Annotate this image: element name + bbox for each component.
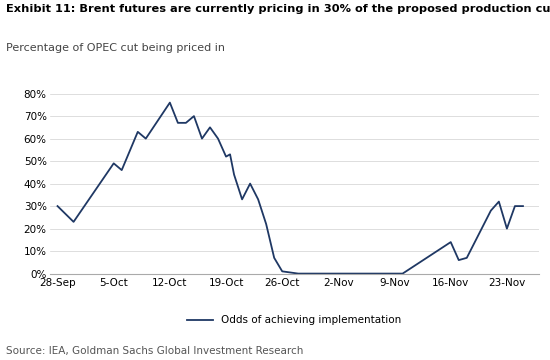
Odds of achieving implementation: [54, 204, 61, 208]
Odds of achieving implementation: [263, 222, 270, 226]
Odds of achieving implementation: [455, 258, 462, 262]
Odds of achieving implementation: [214, 136, 221, 141]
Odds of achieving implementation: [271, 256, 278, 260]
Odds of achieving implementation: [247, 181, 254, 186]
Text: Exhibit 11: Brent futures are currently pricing in 30% of the proposed productio: Exhibit 11: Brent futures are currently …: [6, 4, 550, 14]
Odds of achieving implementation: [174, 121, 181, 125]
Odds of achieving implementation: [464, 256, 470, 260]
Odds of achieving implementation: [504, 226, 510, 231]
Line: Odds of achieving implementation: Odds of achieving implementation: [58, 103, 523, 274]
Text: Percentage of OPEC cut being priced in: Percentage of OPEC cut being priced in: [6, 43, 224, 53]
Odds of achieving implementation: [512, 204, 518, 208]
Odds of achieving implementation: [496, 199, 502, 204]
Odds of achieving implementation: [223, 154, 229, 159]
Odds of achieving implementation: [231, 172, 238, 177]
Odds of achieving implementation: [227, 152, 233, 157]
Odds of achieving implementation: [279, 269, 285, 274]
Odds of achieving implementation: [343, 271, 350, 276]
Odds of achieving implementation: [239, 197, 245, 202]
Odds of achieving implementation: [191, 114, 197, 118]
Odds of achieving implementation: [391, 271, 398, 276]
Odds of achieving implementation: [142, 136, 149, 141]
Odds of achieving implementation: [199, 136, 205, 141]
Odds of achieving implementation: [255, 197, 261, 202]
Odds of achieving implementation: [335, 271, 342, 276]
Legend: Odds of achieving implementation: Odds of achieving implementation: [183, 311, 406, 329]
Odds of achieving implementation: [183, 121, 189, 125]
Odds of achieving implementation: [448, 240, 454, 244]
Odds of achieving implementation: [207, 125, 213, 130]
Odds of achieving implementation: [118, 168, 125, 172]
Odds of achieving implementation: [399, 271, 406, 276]
Odds of achieving implementation: [520, 204, 526, 208]
Odds of achieving implementation: [70, 220, 77, 224]
Odds of achieving implementation: [487, 208, 494, 213]
Odds of achieving implementation: [111, 161, 117, 166]
Odds of achieving implementation: [295, 271, 301, 276]
Odds of achieving implementation: [134, 130, 141, 134]
Odds of achieving implementation: [167, 100, 173, 105]
Text: Source: IEA, Goldman Sachs Global Investment Research: Source: IEA, Goldman Sachs Global Invest…: [6, 346, 303, 356]
